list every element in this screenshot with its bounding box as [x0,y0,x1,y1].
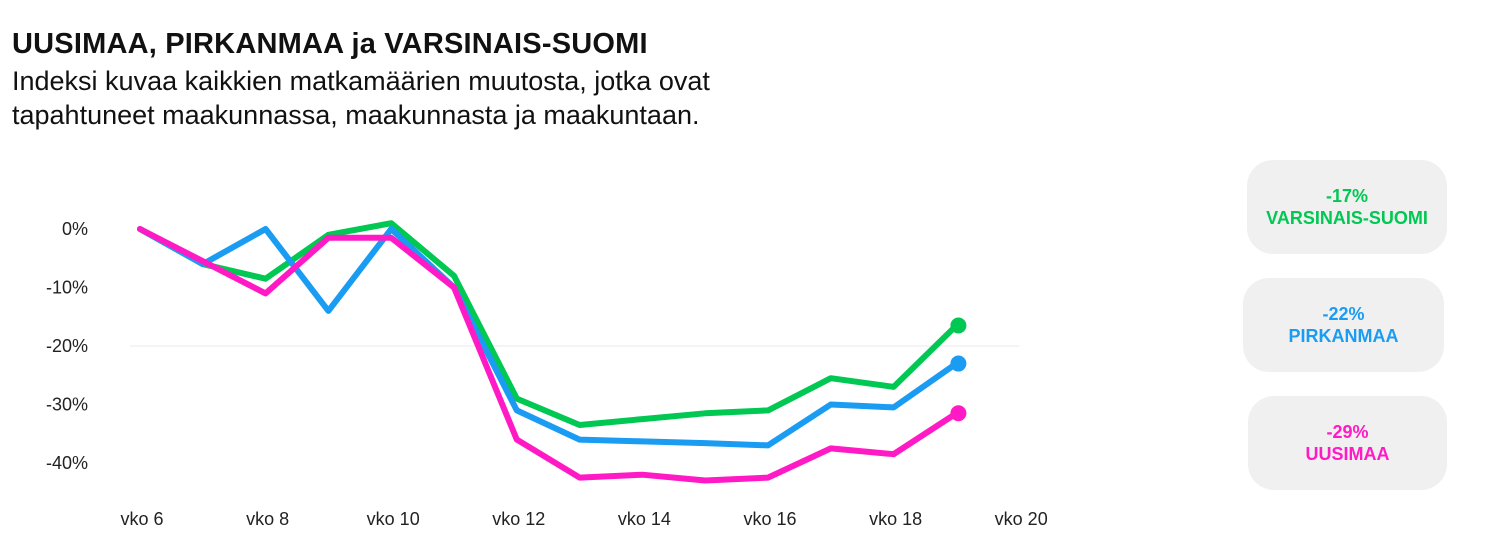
badge-uusimaa: -29% UUSIMAA [1248,396,1447,490]
badge-label: UUSIMAA [1305,444,1390,464]
series-end-marker-pirkanmaa [950,355,967,372]
chart-title: UUSIMAA, PIRKANMAA ja VARSINAIS-SUOMI [12,28,648,60]
x-tick-label: vko 12 [492,509,545,529]
subtitle-line-1: Indeksi kuvaa kaikkien matkamäärien muut… [12,66,710,96]
x-tick-label: vko 18 [869,509,922,529]
x-tick-label: vko 14 [618,509,671,529]
subtitle-line-2: tapahtuneet maakunnassa, maakunnasta ja … [12,100,700,130]
x-tick-label: vko 20 [995,509,1048,529]
chart-subtitle: Indeksi kuvaa kaikkien matkamäärien muut… [12,64,912,132]
badge-value: -22% [1322,304,1365,324]
y-tick-label: -30% [46,395,88,415]
badge-value: -17% [1325,186,1369,206]
x-tick-label: vko 10 [367,509,420,529]
badge-varsinais-suomi: -17% VARSINAIS-SUOMI [1247,160,1447,254]
badge-pirkanmaa: -22% PIRKANMAA [1243,278,1444,372]
series-end-marker-varsinais-suomi [950,317,967,334]
series-end-marker-uusimaa [950,405,967,422]
badge-label: PIRKANMAA [1288,326,1399,346]
badge-value: -29% [1326,422,1369,442]
y-tick-label: 0% [62,219,88,239]
line-chart: 0% -10% -20% -30% -40% vko 6 vko 8 vko 10 vko 12… [46,219,1048,529]
badge-label: VARSINAIS-SUOMI [1266,208,1428,228]
x-tick-label: vko 16 [743,509,796,529]
x-tick-label: vko 6 [120,509,163,529]
series-line-pirkanmaa [137,226,960,449]
y-tick-label: -20% [46,336,88,356]
series-line-varsinais-suomi [137,220,960,428]
y-tick-label: -10% [46,278,88,298]
y-tick-label: -40% [46,453,88,473]
x-tick-label: vko 8 [246,509,289,529]
series-line-uusimaa [137,226,960,484]
